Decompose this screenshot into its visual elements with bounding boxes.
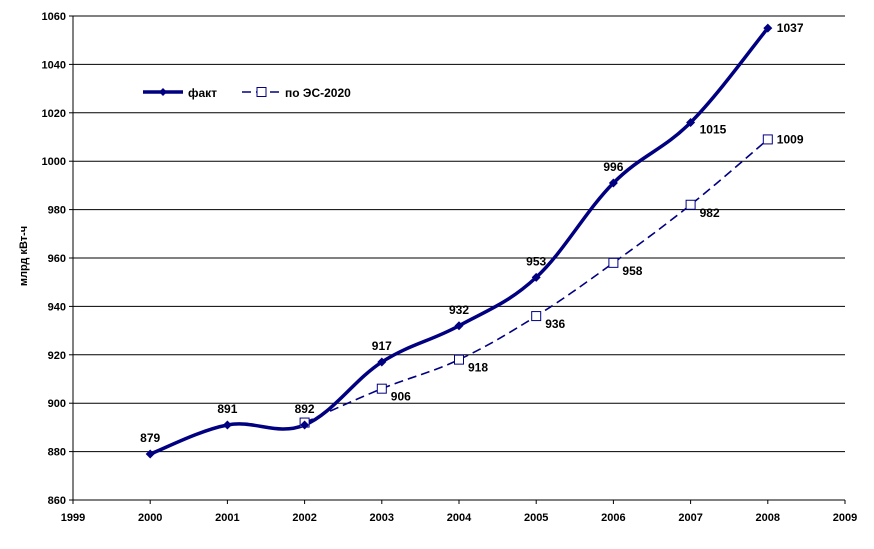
legend-label-fact: факт — [188, 86, 217, 100]
data-labels: 879 891 892 917 932 953 996 1015 1037 906 918 936 95… — [140, 21, 804, 445]
legend-marker-fact — [159, 88, 167, 96]
x-tick-label-2005: 2005 — [524, 512, 548, 524]
y-tick-label-1000: 1000 — [42, 156, 66, 168]
plan-point-2004 — [454, 354, 464, 365]
plan-label-2003: 906 — [391, 390, 411, 404]
fact-label-2005: 953 — [526, 254, 546, 268]
fact-point-2000 — [145, 449, 155, 459]
legend-marker-plan — [256, 87, 267, 97]
fact-label-2006: 996 — [603, 160, 623, 174]
x-tick-label-2002: 2002 — [292, 512, 316, 524]
fact-label-2001: 891 — [217, 402, 237, 416]
y-tick-label-980: 980 — [48, 205, 66, 217]
plan-label-2006: 958 — [622, 264, 642, 278]
x-tick-label-1999: 1999 — [61, 512, 85, 524]
fact-label-2008: 1037 — [777, 21, 804, 35]
fact-label-2003: 917 — [372, 339, 392, 353]
fact-label-2007: 1015 — [700, 122, 727, 136]
fact-label-2004: 932 — [449, 303, 469, 317]
x-tick-label-2007: 2007 — [678, 512, 702, 524]
fact-point-2006 — [608, 178, 618, 188]
plan-label-2007: 982 — [700, 206, 720, 220]
legend: факт по ЭС-2020 — [143, 86, 351, 100]
fact-label-2002: 892 — [295, 402, 315, 416]
plan-point-2005 — [531, 311, 542, 322]
y-tick-label-860: 860 — [48, 495, 66, 507]
series-line-fact — [149, 26, 770, 456]
gridlines — [73, 15, 845, 453]
y-tick-label-960: 960 — [48, 253, 66, 265]
plan-point-2006 — [608, 257, 619, 268]
fact-point-2002 — [300, 420, 310, 430]
plan-point-2007 — [685, 199, 696, 210]
fact-label-2000: 879 — [140, 431, 160, 445]
fact-point-2008 — [763, 23, 773, 33]
y-tick-label-880: 880 — [48, 447, 66, 459]
x-tick-label-2000: 2000 — [138, 512, 162, 524]
y-tick-label-1040: 1040 — [42, 59, 66, 71]
plan-point-2003 — [376, 383, 387, 394]
y-tick-label-940: 940 — [48, 301, 66, 313]
x-tick-label-2004: 2004 — [447, 512, 472, 524]
plan-point-2008 — [762, 134, 773, 145]
y-tick-label-1060: 1060 — [42, 11, 66, 23]
x-tick-label-2006: 2006 — [601, 512, 625, 524]
plan-label-2005: 936 — [545, 317, 565, 331]
x-tick-label-2009: 2009 — [833, 512, 857, 524]
fact-point-2001 — [222, 420, 232, 430]
y-tick-label-900: 900 — [48, 398, 66, 410]
legend-label-plan: по ЭС-2020 — [285, 86, 351, 100]
x-tick-label-2008: 2008 — [756, 512, 780, 524]
x-tick-label-2001: 2001 — [215, 512, 239, 524]
fact-point-2007 — [686, 117, 696, 127]
plan-label-2008: 1009 — [777, 132, 804, 146]
x-tick-label-2003: 2003 — [370, 512, 394, 524]
fact-point-2003 — [377, 357, 387, 367]
fact-point-2004 — [454, 321, 464, 331]
series-layer — [145, 23, 773, 459]
plan-label-2004: 918 — [468, 361, 488, 375]
y-axis-label: млрд кВт-ч — [18, 226, 30, 286]
fact-point-2005 — [531, 272, 541, 282]
y-tick-label-920: 920 — [48, 350, 66, 362]
axes: 860 880 900 920 940 960 980 1000 1020 1040 1060 199… — [42, 11, 858, 524]
y-tick-label-1020: 1020 — [42, 108, 66, 120]
